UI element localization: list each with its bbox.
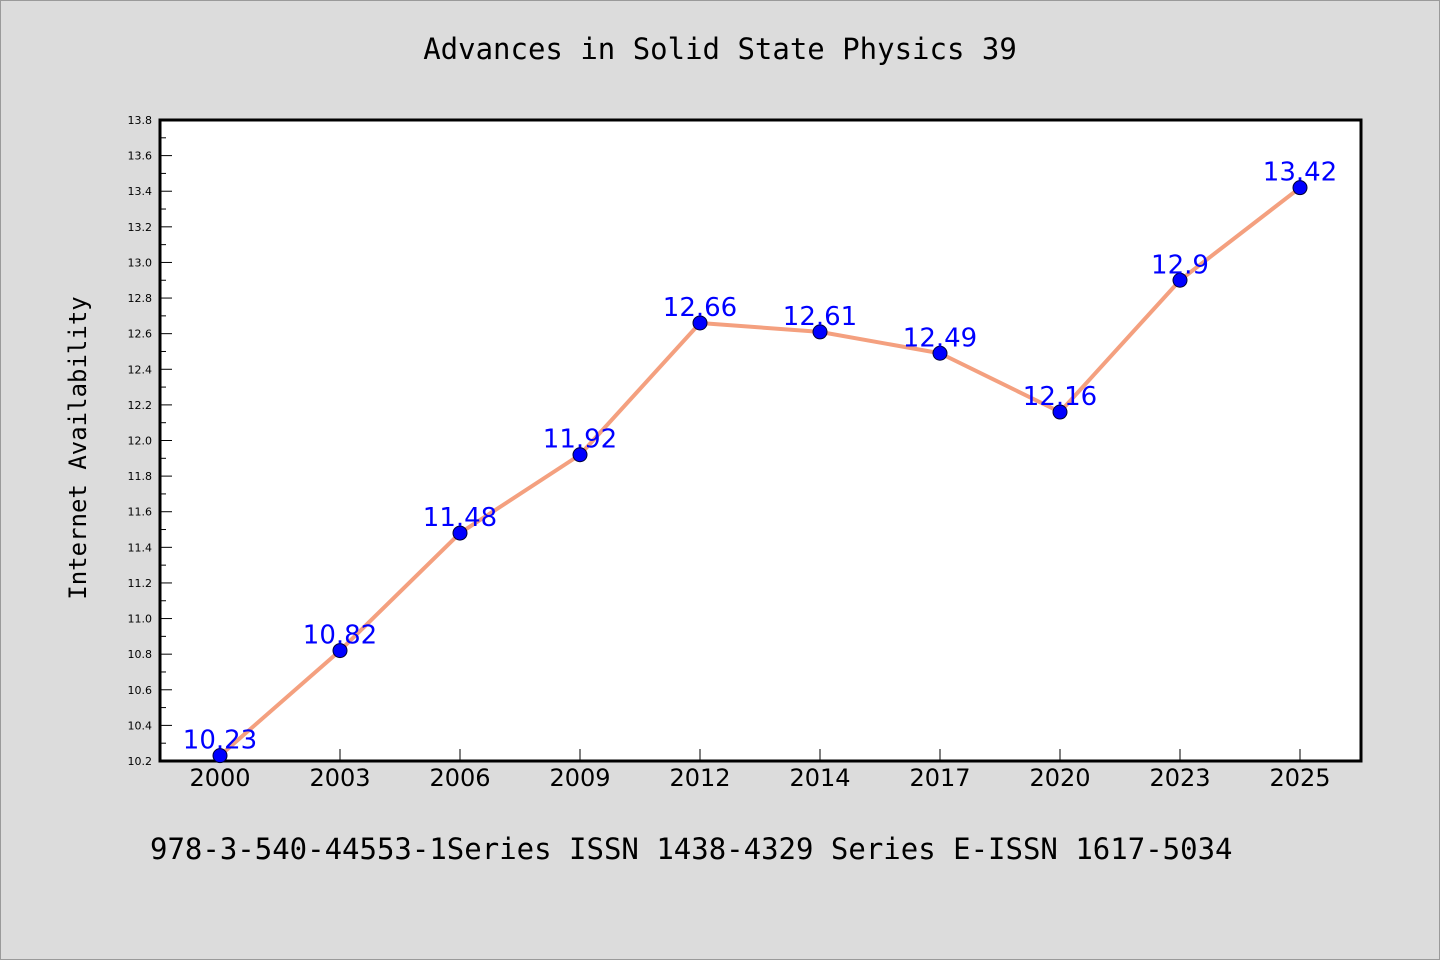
x-tick-label: 2025 — [1269, 764, 1330, 792]
data-point — [692, 315, 708, 331]
data-label: 10.82 — [303, 621, 377, 651]
data-label: 10.23 — [183, 726, 257, 756]
footer-text: 978-3-540-44553-1Series ISSN 1438-4329 S… — [150, 832, 1233, 866]
y-tick-label: 10.8 — [128, 648, 153, 661]
x-tick-label: 2006 — [429, 764, 490, 792]
y-axis: 10.2 10.4 10.6 10.8 11.0 11.2 11.4 11.6 11.8 12.0… — [128, 114, 172, 768]
y-tick-label: 10.4 — [128, 719, 153, 732]
y-tick-label: 13.8 — [128, 114, 153, 127]
x-tick-label: 2009 — [549, 764, 610, 792]
y-tick-label: 11.8 — [128, 470, 153, 483]
data-point — [212, 748, 228, 764]
data-label: 11.92 — [543, 425, 617, 455]
y-axis-label: Internet Availability — [64, 296, 92, 599]
y-tick-label: 12.8 — [128, 292, 153, 305]
data-point — [1172, 272, 1188, 288]
data-point — [572, 447, 588, 463]
y-tick-label: 11.0 — [128, 613, 153, 626]
data-point — [332, 643, 348, 659]
data-point — [1292, 180, 1308, 196]
data-label: 13.42 — [1263, 158, 1337, 188]
y-tick-label: 13.6 — [128, 150, 153, 163]
chart-title: Advances in Solid State Physics 39 — [423, 32, 1017, 66]
data-label: 11.48 — [423, 503, 497, 533]
x-tick-label: 2012 — [669, 764, 730, 792]
data-label: 12.66 — [663, 293, 737, 323]
data-point — [932, 345, 948, 361]
x-tick-label: 2023 — [1149, 764, 1210, 792]
y-tick-label: 12.6 — [128, 328, 153, 341]
x-tick-label: 2014 — [789, 764, 850, 792]
data-label: 12.9 — [1151, 250, 1209, 280]
x-tick-label: 2000 — [189, 764, 250, 792]
y-tick-label: 10.2 — [128, 755, 153, 768]
x-axis: 2000 2003 2006 2009 2012 2014 2017 2020 2023 2025 — [189, 749, 1331, 792]
y-tick-label: 13.4 — [128, 185, 153, 198]
series-layer: 10.23 10.82 11.48 11.92 12.66 12.61 12.49 12.16… — [183, 158, 1337, 764]
y-tick-label: 11.4 — [128, 541, 153, 554]
y-tick-label: 11.2 — [128, 577, 153, 590]
data-label: 12.16 — [1023, 382, 1097, 412]
y-tick-label: 10.6 — [128, 684, 153, 697]
y-tick-label: 11.6 — [128, 506, 153, 519]
series-line — [218, 185, 1302, 758]
data-point — [812, 324, 828, 340]
y-tick-label: 12.2 — [128, 399, 153, 412]
x-tick-label: 2020 — [1029, 764, 1090, 792]
y-tick-label: 12.0 — [128, 435, 153, 448]
data-label: 12.49 — [903, 323, 977, 353]
y-tick-label: 13.2 — [128, 221, 153, 234]
y-tick-label: 12.4 — [128, 363, 153, 376]
data-point — [452, 525, 468, 541]
x-tick-label: 2003 — [309, 764, 370, 792]
plot-area — [158, 118, 1363, 763]
y-tick-label: 13.0 — [128, 256, 153, 269]
x-tick-label: 2017 — [909, 764, 970, 792]
data-point — [1052, 404, 1068, 420]
data-label: 12.61 — [783, 302, 857, 332]
